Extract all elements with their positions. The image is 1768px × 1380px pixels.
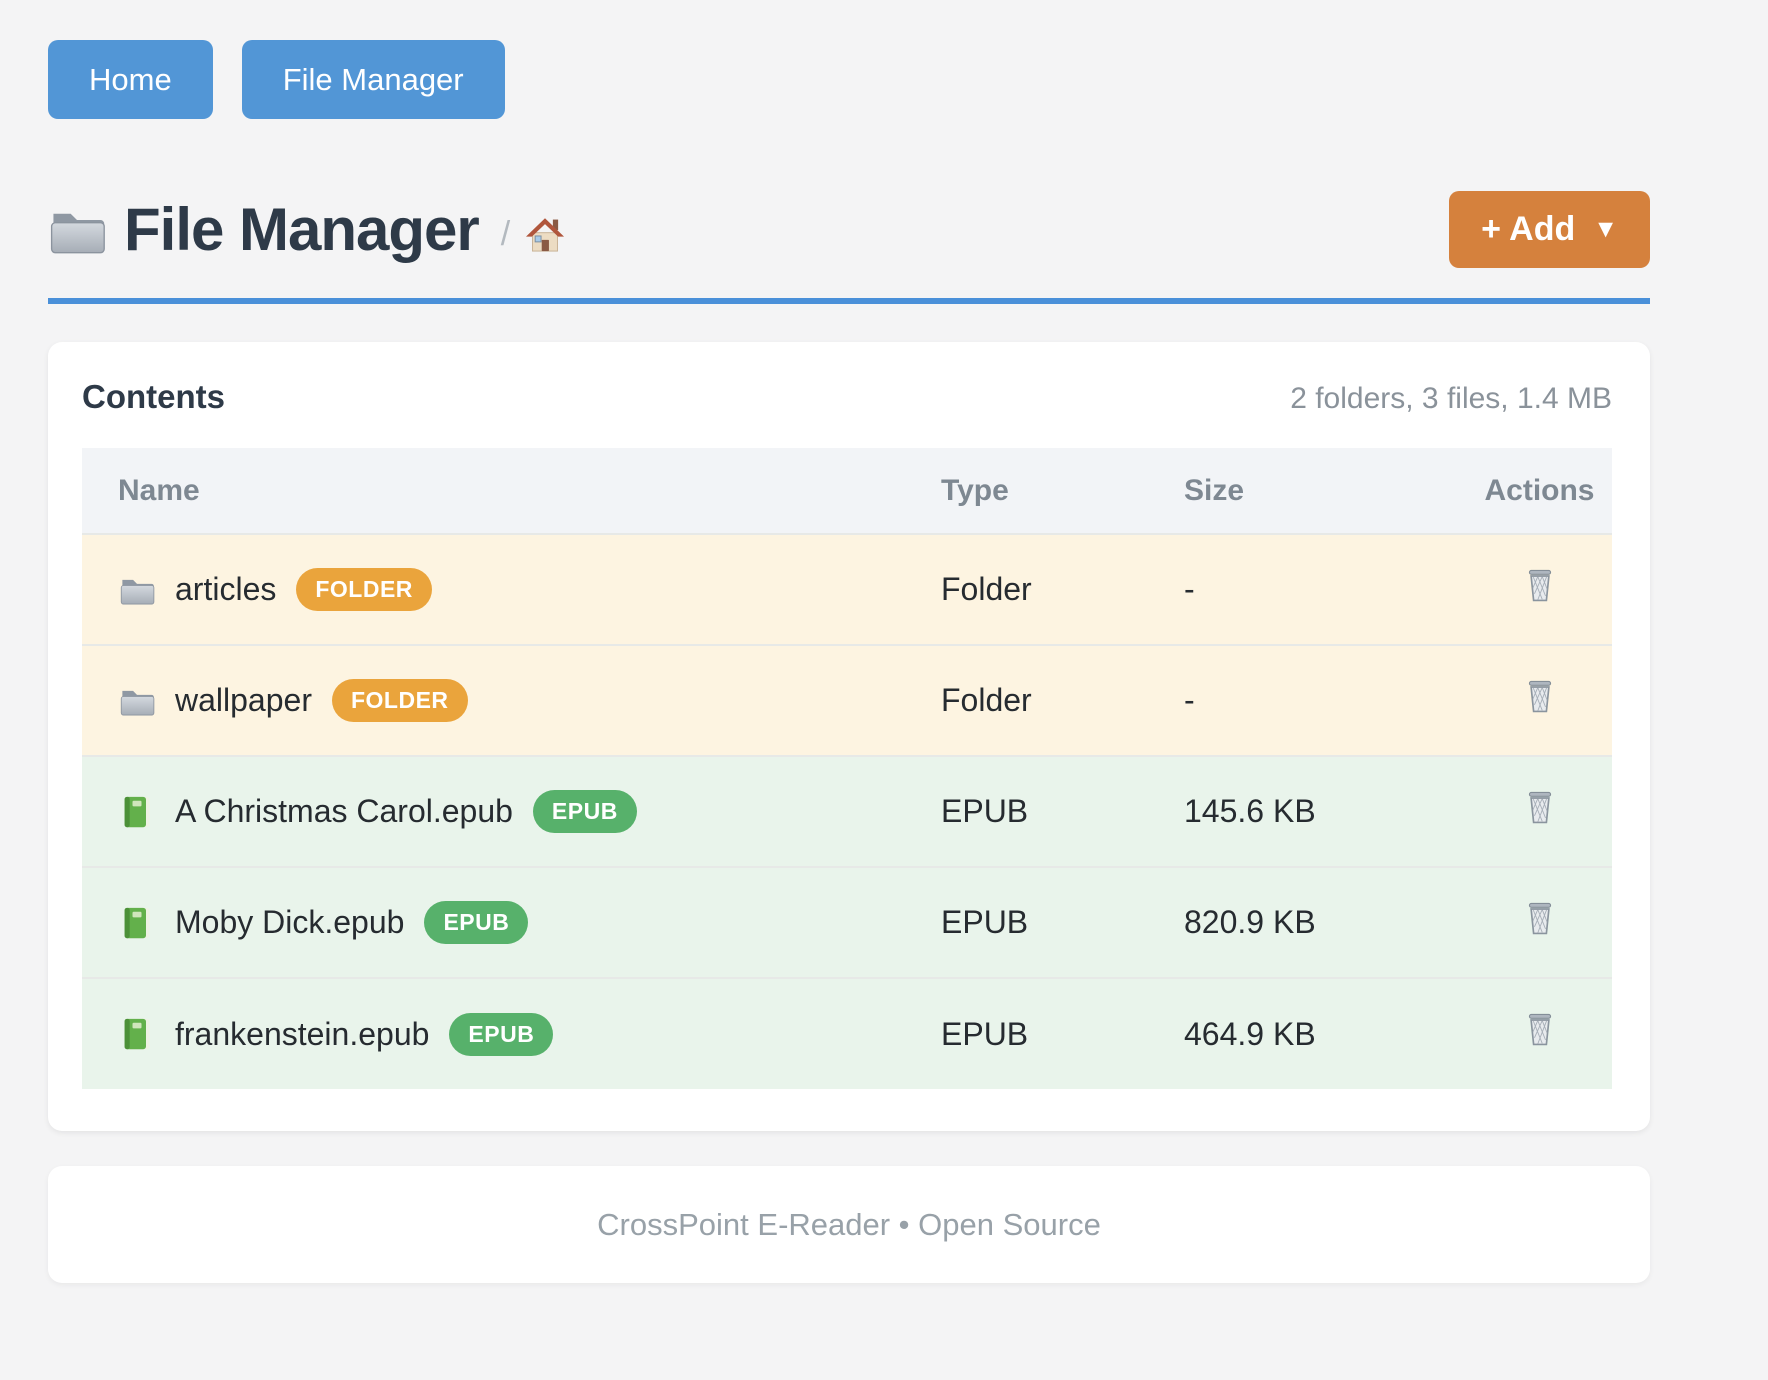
file-name-cell[interactable]: Moby Dick.epub EPUB: [83, 901, 939, 944]
delete-button[interactable]: [1522, 788, 1558, 828]
file-name: articles: [175, 571, 277, 607]
add-button-label: + Add: [1481, 210, 1576, 248]
file-name: A Christmas Carol.epub: [175, 793, 513, 829]
file-table: Name Type Size Actions articles FOLDER: [82, 448, 1612, 1089]
type-badge: EPUB: [449, 1012, 554, 1056]
delete-button[interactable]: [1522, 566, 1558, 606]
book-icon: [119, 794, 155, 830]
trash-icon: [1522, 788, 1558, 828]
table-row: frankenstein.epub EPUB EPUB 464.9 KB: [82, 977, 1612, 1089]
size-cell: 145.6 KB: [1183, 755, 1467, 867]
type-cell: EPUB: [940, 866, 1183, 978]
file-name-cell[interactable]: frankenstein.epub EPUB: [83, 1012, 939, 1056]
file-name: wallpaper: [175, 682, 312, 718]
trash-icon: [1522, 677, 1558, 717]
add-button[interactable]: + Add ▼: [1449, 191, 1650, 268]
table-row: Moby Dick.epub EPUB EPUB 820.9 KB: [82, 866, 1612, 978]
home-icon[interactable]: [524, 205, 566, 255]
accent-divider: [48, 298, 1650, 304]
table-row: A Christmas Carol.epub EPUB EPUB 145.6 K…: [82, 755, 1612, 867]
size-cell: 464.9 KB: [1183, 977, 1467, 1089]
folder-icon: [119, 683, 155, 719]
book-icon: [119, 1016, 155, 1052]
breadcrumb-separator: /: [500, 215, 511, 253]
page-title: File Manager: [124, 196, 480, 263]
book-icon: [119, 905, 155, 941]
footer: CrossPoint E-Reader • Open Source: [48, 1166, 1650, 1283]
table-row: articles FOLDER Folder -: [82, 533, 1612, 645]
type-badge: EPUB: [532, 790, 637, 833]
title-group: File Manager /: [48, 195, 1449, 264]
card-title: Contents: [82, 378, 225, 415]
column-header-actions: Actions: [1467, 448, 1612, 534]
contents-card: Contents 2 folders, 3 files, 1.4 MB Name…: [48, 342, 1650, 1131]
folder-icon: [119, 572, 155, 608]
top-nav: Home File Manager: [48, 40, 1650, 119]
footer-text: CrossPoint E-Reader • Open Source: [597, 1206, 1101, 1242]
type-badge: FOLDER: [296, 568, 432, 611]
trash-icon: [1522, 899, 1558, 939]
contents-summary: 2 folders, 3 files, 1.4 MB: [1290, 382, 1612, 415]
nav-file-manager-button[interactable]: File Manager: [241, 40, 505, 119]
page-header: File Manager / + Add ▼: [48, 191, 1650, 268]
type-cell: EPUB: [940, 755, 1183, 867]
type-badge: FOLDER: [331, 679, 468, 722]
column-header-size: Size: [1183, 448, 1467, 534]
column-header-name: Name: [82, 448, 940, 534]
file-name-cell[interactable]: articles FOLDER: [83, 568, 939, 611]
size-cell: -: [1183, 644, 1467, 756]
table-header-row: Name Type Size Actions: [82, 448, 1612, 534]
column-header-type: Type: [940, 448, 1183, 534]
delete-button[interactable]: [1522, 899, 1558, 939]
page: Home File Manager File Manager / + Add ▼…: [48, 0, 1650, 1283]
card-header: Contents 2 folders, 3 files, 1.4 MB: [82, 378, 1612, 416]
file-name: frankenstein.epub: [175, 1015, 430, 1052]
size-cell: 820.9 KB: [1183, 866, 1467, 978]
delete-button[interactable]: [1522, 1010, 1558, 1050]
type-cell: EPUB: [940, 977, 1183, 1089]
trash-icon: [1522, 566, 1558, 606]
trash-icon: [1522, 1010, 1558, 1050]
nav-home-button[interactable]: Home: [48, 40, 213, 119]
file-name-cell[interactable]: wallpaper FOLDER: [83, 679, 939, 722]
type-cell: Folder: [940, 533, 1183, 645]
type-badge: EPUB: [424, 901, 529, 944]
delete-button[interactable]: [1522, 677, 1558, 717]
type-cell: Folder: [940, 644, 1183, 756]
file-name: Moby Dick.epub: [175, 904, 405, 940]
table-row: wallpaper FOLDER Folder -: [82, 644, 1612, 756]
size-cell: -: [1183, 533, 1467, 645]
folder-icon: [48, 201, 106, 259]
chevron-down-icon: ▼: [1593, 215, 1618, 243]
file-name-cell[interactable]: A Christmas Carol.epub EPUB: [83, 790, 939, 833]
